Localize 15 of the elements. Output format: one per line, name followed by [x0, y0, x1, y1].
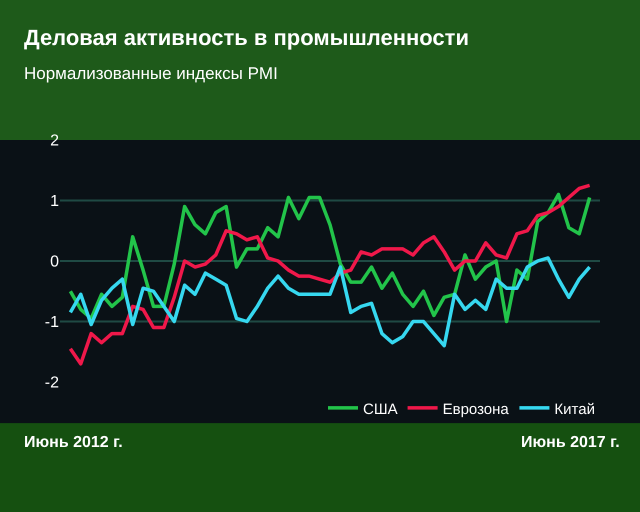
chart-title: Деловая активность в промышленности [24, 25, 469, 50]
legend-label: Китай [554, 400, 595, 418]
line-series [68, 256, 592, 348]
y-tick-label: -2 [44, 374, 60, 392]
chart-subtitle: Нормализованные индексы PMI [24, 64, 278, 83]
y-tick-label: 1 [50, 193, 60, 210]
legend-label: Еврозона [442, 400, 510, 418]
legend-label: США [363, 400, 398, 418]
text: Июнь 2017 г. [521, 434, 620, 451]
y-tick-label: 0 [50, 254, 60, 271]
line-series [68, 184, 592, 366]
line-series [68, 192, 592, 324]
y-tick-label: -1 [44, 314, 60, 332]
text: Июнь 2012 г. [24, 434, 123, 451]
y-tick-label: 2 [50, 132, 60, 150]
